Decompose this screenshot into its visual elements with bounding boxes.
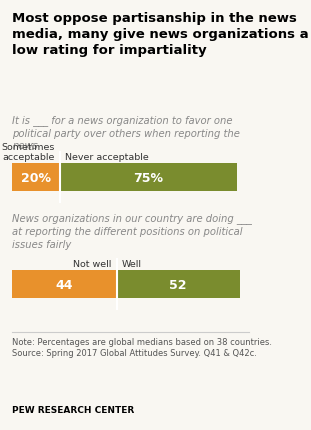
Text: Never acceptable: Never acceptable <box>65 153 148 162</box>
Text: News organizations in our country are doing ___
at reporting the different posit: News organizations in our country are do… <box>12 213 252 249</box>
FancyBboxPatch shape <box>60 164 237 191</box>
Text: Well: Well <box>121 259 142 268</box>
FancyBboxPatch shape <box>12 270 117 298</box>
Text: Not well: Not well <box>73 259 112 268</box>
Text: PEW RESEARCH CENTER: PEW RESEARCH CENTER <box>12 405 135 414</box>
Text: Note: Percentages are global medians based on 38 countries.
Source: Spring 2017 : Note: Percentages are global medians bas… <box>12 337 272 357</box>
Text: 44: 44 <box>56 278 73 291</box>
FancyBboxPatch shape <box>12 164 60 191</box>
Text: Most oppose partisanship in the news
media, many give news organizations a
low r: Most oppose partisanship in the news med… <box>12 12 309 57</box>
Text: Sometimes
acceptable: Sometimes acceptable <box>2 142 55 162</box>
FancyBboxPatch shape <box>117 270 240 298</box>
Text: 52: 52 <box>169 278 187 291</box>
Text: 75%: 75% <box>133 171 164 184</box>
Text: It is ___ for a news organization to favor one
political party over others when : It is ___ for a news organization to fav… <box>12 115 240 151</box>
Text: 20%: 20% <box>21 171 51 184</box>
